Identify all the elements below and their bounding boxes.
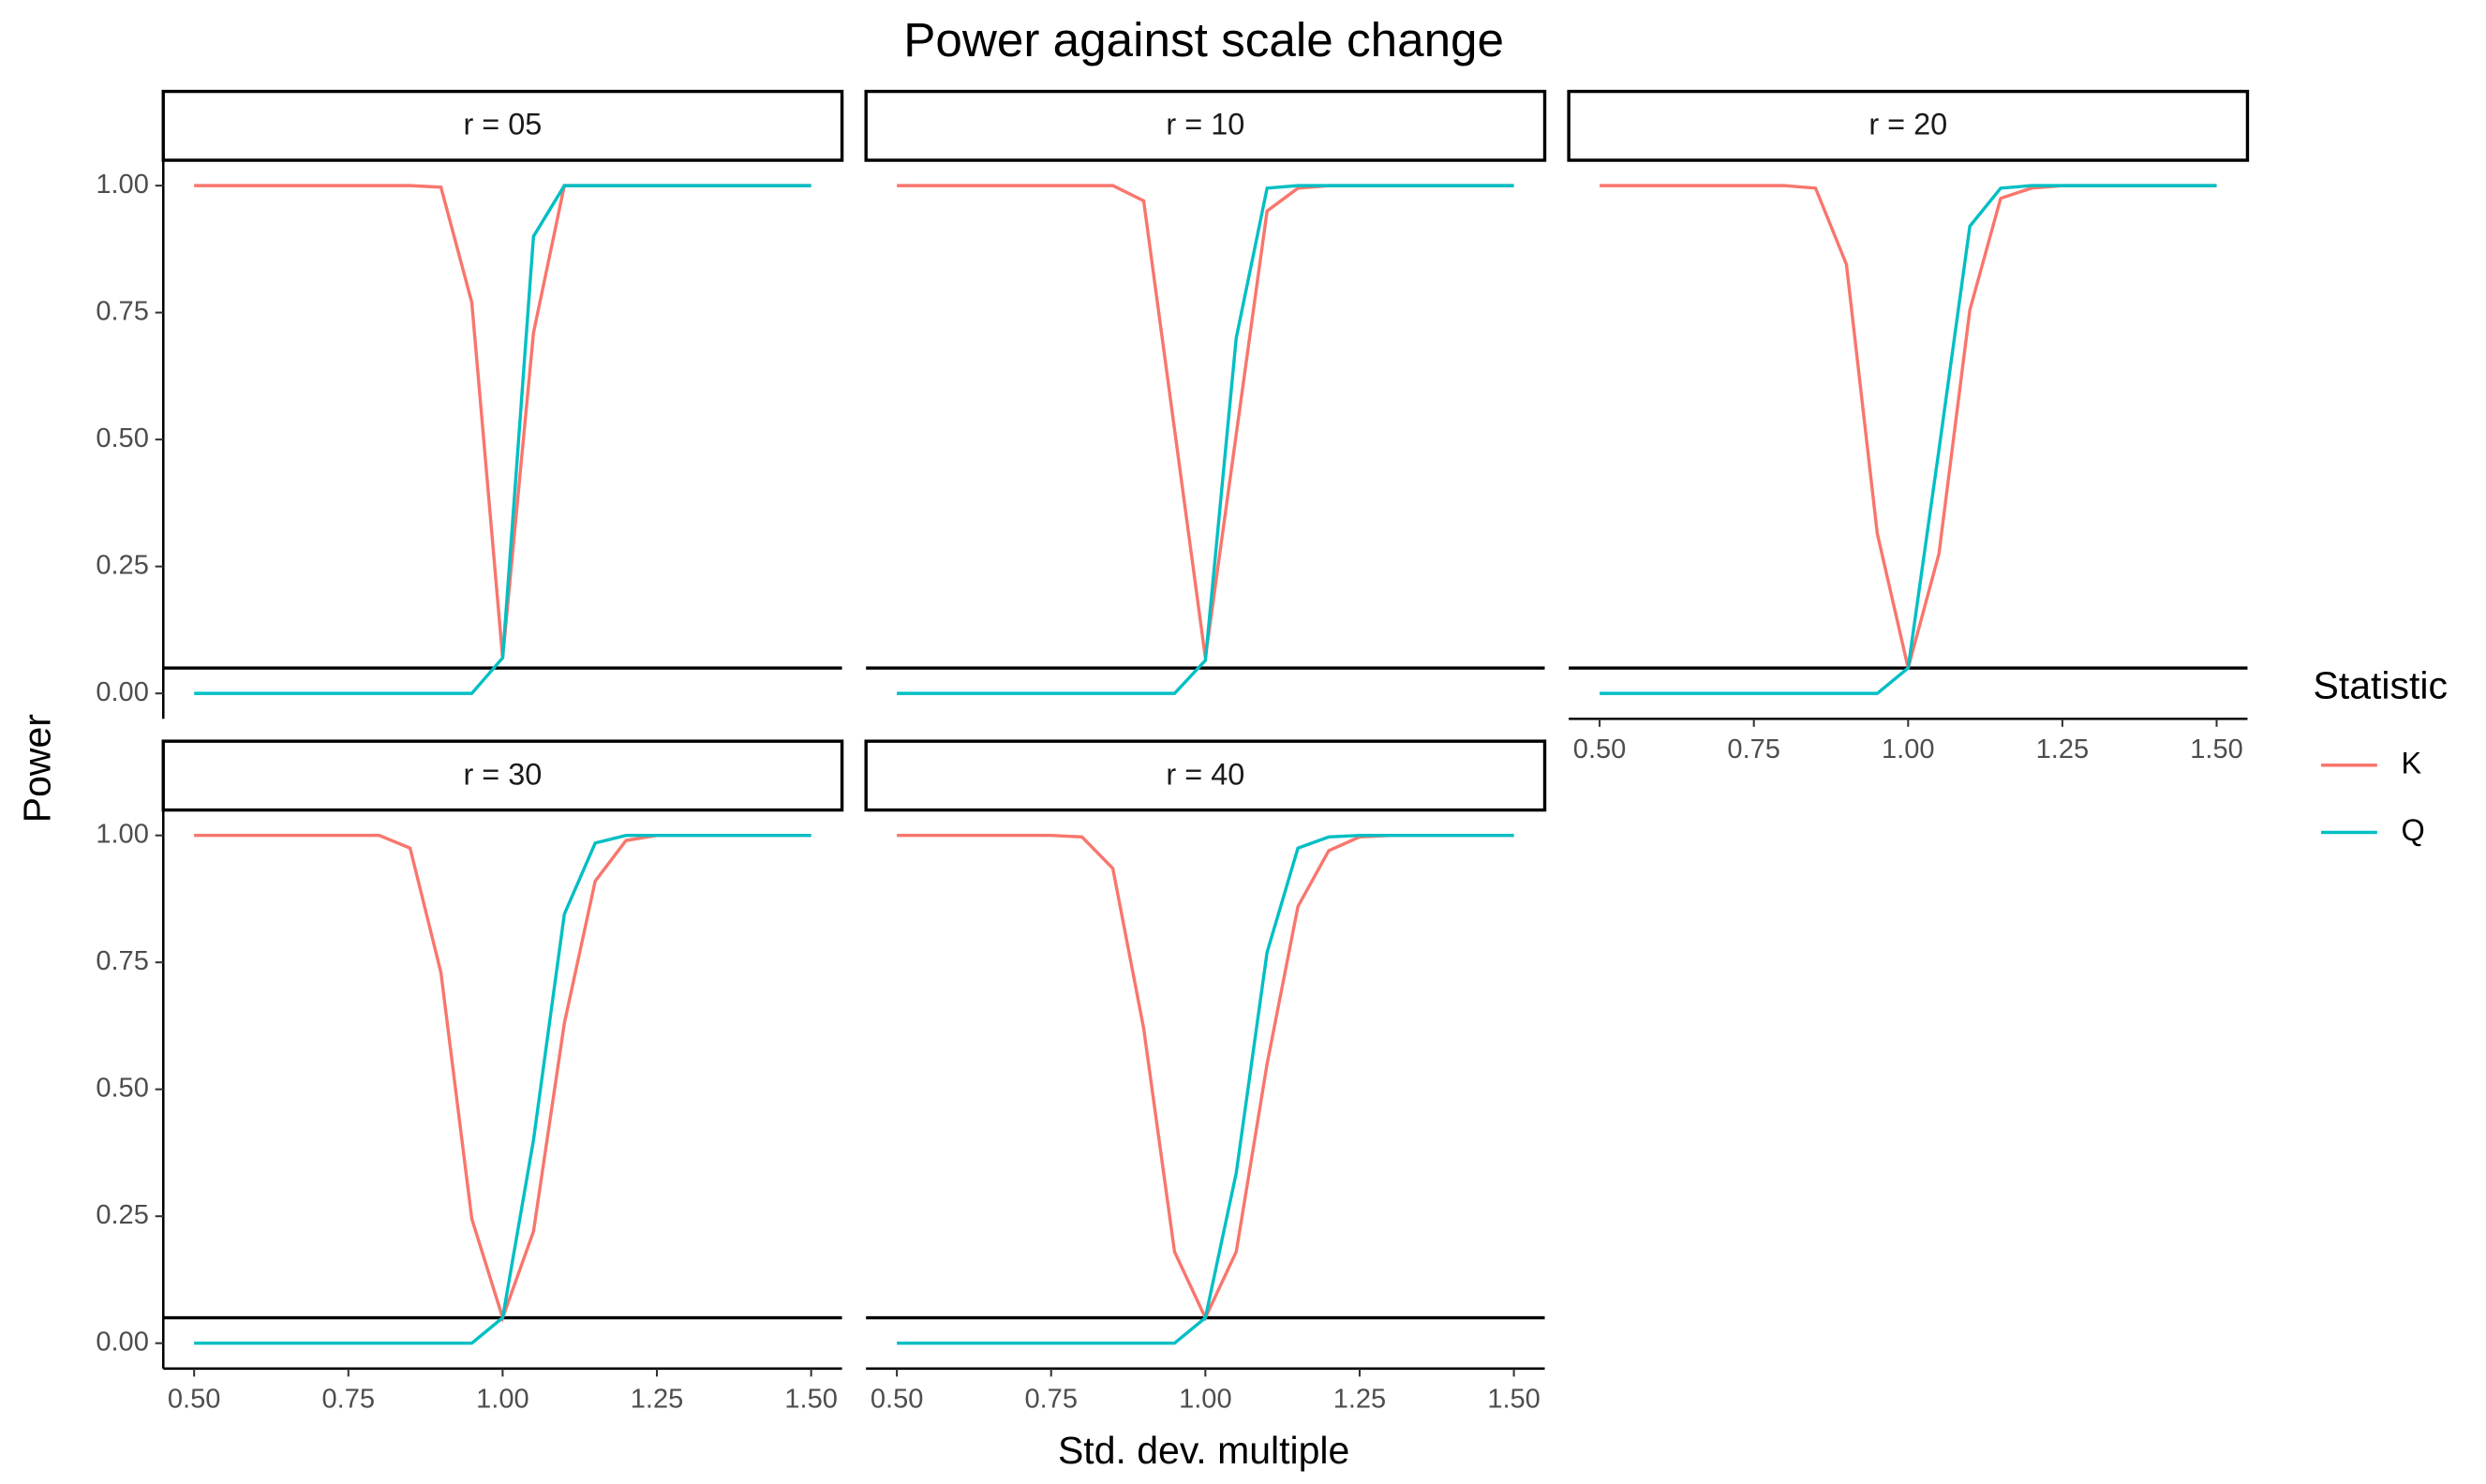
- y-tick-label: 0.50: [96, 423, 149, 453]
- strip-label: r = 40: [1166, 757, 1244, 791]
- y-tick-label: 0.00: [96, 677, 149, 707]
- y-tick-label: 0.50: [96, 1073, 149, 1103]
- x-tick-label: 0.50: [1573, 735, 1627, 764]
- line: [194, 184, 811, 695]
- x-axis-label: Std. dev. multiple: [1058, 1429, 1349, 1472]
- strip: [161, 89, 844, 162]
- strip: [1567, 89, 2250, 162]
- line: [1600, 184, 2217, 669]
- legend-label: Q: [2401, 813, 2424, 847]
- x-tick-label: 0.75: [322, 1385, 376, 1415]
- x-tick-label: 1.50: [1487, 1385, 1541, 1415]
- x-tick-label: 1.25: [631, 1385, 684, 1415]
- y-tick-label: 1.00: [96, 819, 149, 849]
- y-tick-label: 0.75: [96, 296, 149, 326]
- x-tick-label: 0.75: [1727, 735, 1780, 764]
- x-tick-label: 1.00: [1882, 735, 1935, 764]
- x-tick-label: 0.50: [168, 1385, 221, 1415]
- x-tick-label: 0.50: [871, 1385, 924, 1415]
- x-tick-label: 1.25: [1333, 1385, 1387, 1415]
- line: [897, 184, 1514, 659]
- y-tick-label: 0.25: [96, 1200, 149, 1230]
- line: [1600, 184, 2217, 695]
- chart-title: Power against scale change: [903, 13, 1504, 67]
- strip: [161, 739, 844, 812]
- y-axis-label: Power: [16, 714, 59, 823]
- y-tick-label: 0.25: [96, 550, 149, 580]
- y-tick-label: 0.00: [96, 1327, 149, 1357]
- line: [897, 833, 1514, 1345]
- y-tick-label: 0.75: [96, 946, 149, 976]
- legend-label: K: [2401, 746, 2421, 779]
- strip: [864, 89, 1547, 162]
- strip-label: r = 10: [1166, 108, 1244, 141]
- x-tick-label: 1.00: [1179, 1385, 1232, 1415]
- x-tick-label: 1.25: [2036, 735, 2090, 764]
- legend-title: Statistic: [2314, 664, 2449, 707]
- line: [897, 833, 1514, 1322]
- y-tick-label: 1.00: [96, 170, 149, 200]
- x-tick-label: 0.75: [1024, 1385, 1078, 1415]
- x-tick-label: 1.50: [784, 1385, 838, 1415]
- line: [194, 833, 811, 1323]
- line: [897, 184, 1514, 695]
- line: [194, 833, 811, 1345]
- strip-label: r = 05: [463, 108, 542, 141]
- x-tick-label: 1.50: [2190, 735, 2243, 764]
- strip: [864, 739, 1547, 812]
- x-tick-label: 1.00: [476, 1385, 529, 1415]
- strip-label: r = 30: [463, 757, 542, 791]
- line: [194, 184, 811, 659]
- strip-label: r = 20: [1868, 108, 1947, 141]
